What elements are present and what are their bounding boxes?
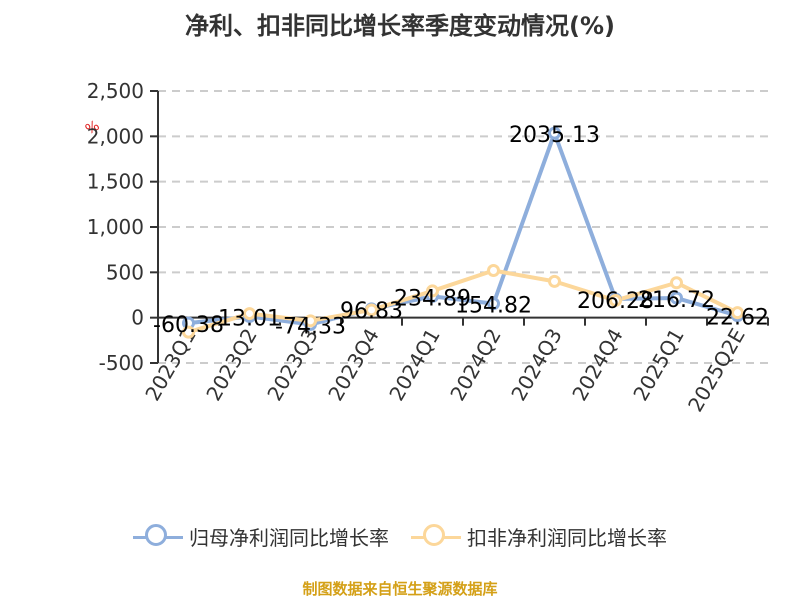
svg-text:154.82: 154.82 [455, 294, 532, 319]
svg-text:2,000: 2,000 [87, 124, 144, 148]
source-note: 制图数据来自恒生聚源数据库 [302, 580, 498, 598]
series-lines [182, 126, 744, 339]
svg-text:2025Q2E: 2025Q2E [683, 324, 750, 416]
svg-text:2035.13: 2035.13 [509, 123, 600, 148]
svg-text:500: 500 [106, 260, 144, 284]
svg-text:2024Q4: 2024Q4 [567, 324, 627, 405]
legend-item-net-profit[interactable]: 归母净利润同比增长率 [133, 522, 389, 551]
svg-text:1,000: 1,000 [87, 215, 144, 239]
y-axis-labels: -500 0 500 1,000 1,500 2,000 2,500 [87, 79, 144, 375]
svg-text:1,500: 1,500 [87, 170, 144, 194]
svg-text:2025Q1: 2025Q1 [628, 324, 688, 405]
svg-text:96.83: 96.83 [340, 299, 403, 324]
svg-text:206.28: 206.28 [577, 289, 654, 314]
svg-text:2024Q2: 2024Q2 [445, 324, 505, 405]
svg-text:13.01: 13.01 [218, 306, 281, 331]
chart-title: 净利、扣非同比增长率季度变动情况(%) [185, 12, 615, 40]
svg-text:-500: -500 [99, 351, 144, 375]
svg-text:22.62: 22.62 [706, 306, 769, 331]
legend-label: 归母净利润同比增长率 [189, 526, 389, 550]
svg-text:216.72: 216.72 [638, 288, 715, 313]
svg-text:-60.38: -60.38 [153, 313, 224, 338]
svg-text:2024Q3: 2024Q3 [506, 324, 566, 405]
x-axis-labels: 2023Q1 2023Q2 2023Q3 2023Q4 2024Q1 2024Q2 2024… [140, 324, 749, 416]
svg-text:0: 0 [131, 306, 144, 330]
legend-marker-icon [133, 523, 183, 551]
grid-lines [158, 90, 768, 364]
svg-text:2,500: 2,500 [87, 79, 144, 103]
legend-marker-icon [411, 523, 461, 551]
legend-label: 扣非净利润同比增长率 [467, 526, 667, 550]
svg-text:2024Q1: 2024Q1 [384, 324, 444, 405]
legend-item-deducted-profit[interactable]: 扣非净利润同比增长率 [411, 522, 667, 551]
svg-text:234.89: 234.89 [394, 286, 471, 311]
svg-text:-74.33: -74.33 [275, 314, 346, 339]
legend: 归母净利润同比增长率 扣非净利润同比增长率 [0, 522, 800, 551]
